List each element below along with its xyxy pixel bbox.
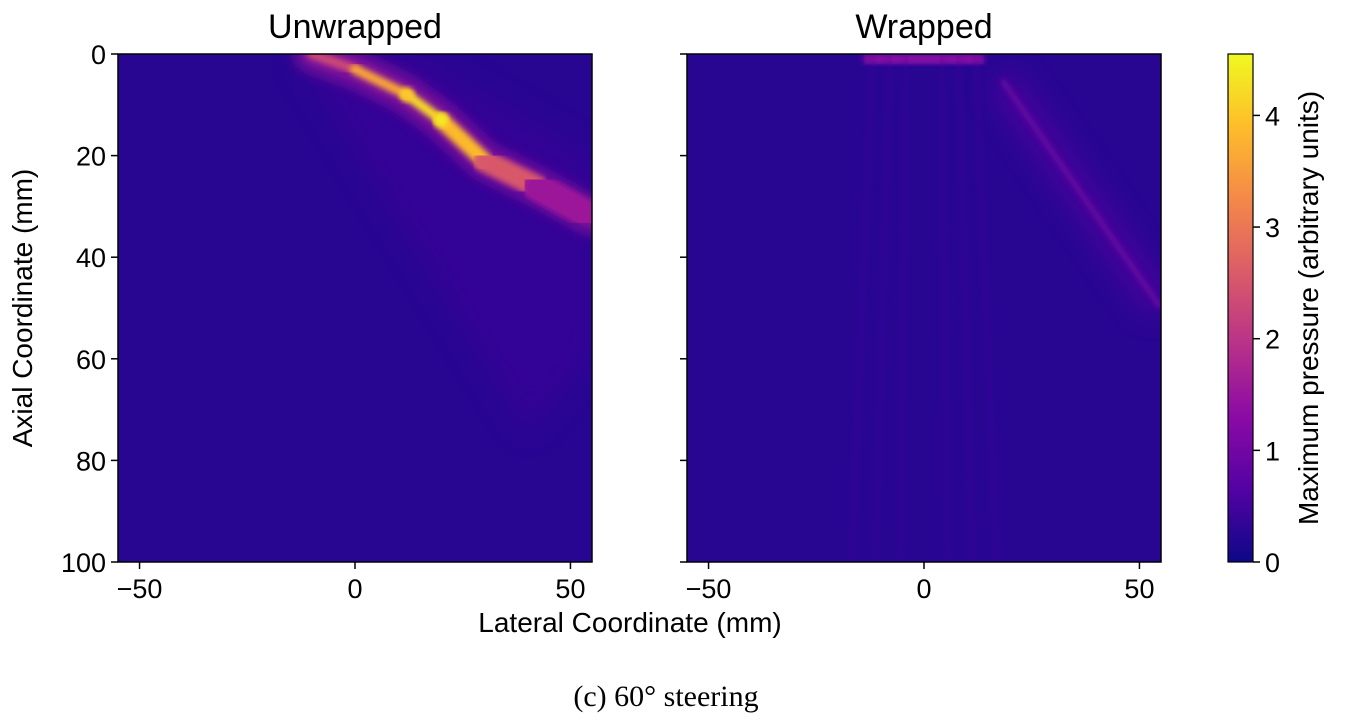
x-tick-label: 50 bbox=[555, 574, 585, 604]
y-tick-label: 80 bbox=[76, 446, 106, 476]
y-tick-label: 60 bbox=[76, 345, 106, 375]
x-tick-label: 0 bbox=[916, 574, 931, 604]
panel-unwrapped: Unwrapped −50 0 50 0 20 40 60 80 100 Axial Coord… bbox=[7, 8, 593, 604]
colorbar-label: Maximum pressure (arbitrary units) bbox=[1293, 91, 1324, 525]
y-tick-label: 40 bbox=[76, 243, 106, 273]
colorbar-tick-label: 3 bbox=[1265, 213, 1280, 243]
colorbar-tick-label: 2 bbox=[1265, 325, 1280, 355]
ticks-unwrapped: −50 0 50 0 20 40 60 80 100 bbox=[61, 40, 586, 604]
x-tick-label: −50 bbox=[117, 574, 163, 604]
beam-segment bbox=[521, 172, 592, 231]
beam-focus bbox=[399, 87, 414, 102]
grating-streak bbox=[897, 54, 909, 562]
panel-wrapped: Wrapped −50 0 50 bbox=[680, 8, 1162, 604]
beam-fan bbox=[294, 54, 592, 435]
beam-segment bbox=[306, 54, 360, 75]
beam-wrapped bbox=[849, 54, 1161, 562]
ticks-wrapped: −50 0 50 bbox=[680, 53, 1154, 604]
x-tick-label: −50 bbox=[686, 574, 732, 604]
heatmap-wrapped bbox=[687, 54, 1161, 562]
x-axis-label: Lateral Coordinate (mm) bbox=[478, 607, 781, 638]
grating-streak bbox=[939, 54, 951, 562]
y-tick-label: 100 bbox=[61, 548, 106, 578]
beam-segment bbox=[350, 64, 412, 100]
colorbar-tick-label: 1 bbox=[1265, 436, 1280, 466]
colorbar-gradient bbox=[1227, 53, 1254, 563]
panel-title-wrapped: Wrapped bbox=[855, 8, 992, 46]
colorbar-tick-label: 0 bbox=[1265, 548, 1280, 578]
colorbar-ticks: 0 1 2 3 4 bbox=[1253, 101, 1280, 578]
beam-lobe-core bbox=[999, 77, 1161, 310]
grating-streak bbox=[973, 54, 999, 562]
grating-streak bbox=[956, 54, 975, 562]
colorbar-tick-label: 4 bbox=[1265, 101, 1280, 131]
heatmap-unwrapped bbox=[118, 54, 592, 562]
beam-focus bbox=[434, 113, 449, 128]
grating-streak bbox=[849, 54, 875, 562]
y-tick-label: 0 bbox=[91, 40, 106, 70]
figure-caption: (c) 60° steering bbox=[573, 680, 758, 713]
beam-unwrapped bbox=[294, 54, 592, 435]
x-tick-label: 50 bbox=[1124, 574, 1154, 604]
y-tick-label: 20 bbox=[76, 142, 106, 172]
colorbar: 0 1 2 3 4 Maximum pressure (arbitrary units) bbox=[1227, 53, 1324, 578]
panel-title-unwrapped: Unwrapped bbox=[268, 8, 442, 46]
x-tick-label: 0 bbox=[347, 574, 362, 604]
y-axis-label: Axial Coordinate (mm) bbox=[7, 169, 38, 448]
grating-streak bbox=[873, 54, 892, 562]
